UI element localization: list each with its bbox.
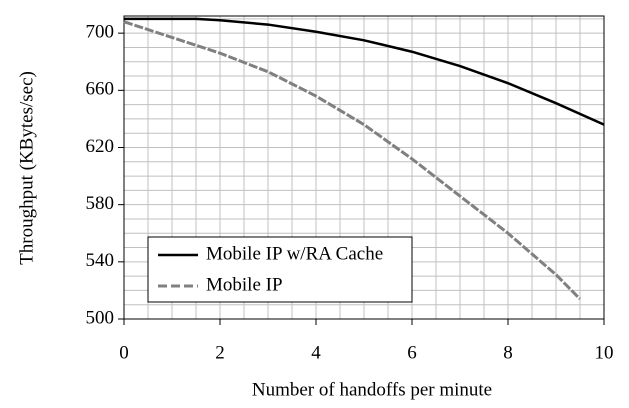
x-tick-label: 4 bbox=[311, 342, 321, 363]
line-series bbox=[124, 17, 605, 126]
plot-frame bbox=[123, 15, 605, 320]
line-series bbox=[123, 20, 582, 301]
legend-label: Mobile IP bbox=[206, 274, 283, 295]
y-axis-label: Throughput (KBytes/sec) bbox=[16, 71, 37, 265]
x-tick-label: 0 bbox=[119, 342, 129, 363]
x-axis-label: Number of handoffs per minute bbox=[252, 379, 492, 400]
y-tick-label: 500 bbox=[86, 307, 115, 328]
y-tick-label: 700 bbox=[86, 22, 115, 43]
legend: Mobile IP w/RA Cache Mobile IP bbox=[147, 236, 413, 303]
y-tick-label: 620 bbox=[86, 136, 115, 157]
y-tick-label: 660 bbox=[86, 79, 115, 100]
y-tick-label: 540 bbox=[86, 250, 115, 271]
y-tick-label: 580 bbox=[86, 193, 115, 214]
x-tick-label: 8 bbox=[503, 342, 513, 363]
x-tick-label: 6 bbox=[407, 342, 417, 363]
x-tick-label: 2 bbox=[215, 342, 225, 363]
x-tick-label: 10 bbox=[595, 342, 614, 363]
legend-label: Mobile IP w/RA Cache bbox=[206, 243, 383, 264]
legend-box bbox=[147, 236, 413, 303]
